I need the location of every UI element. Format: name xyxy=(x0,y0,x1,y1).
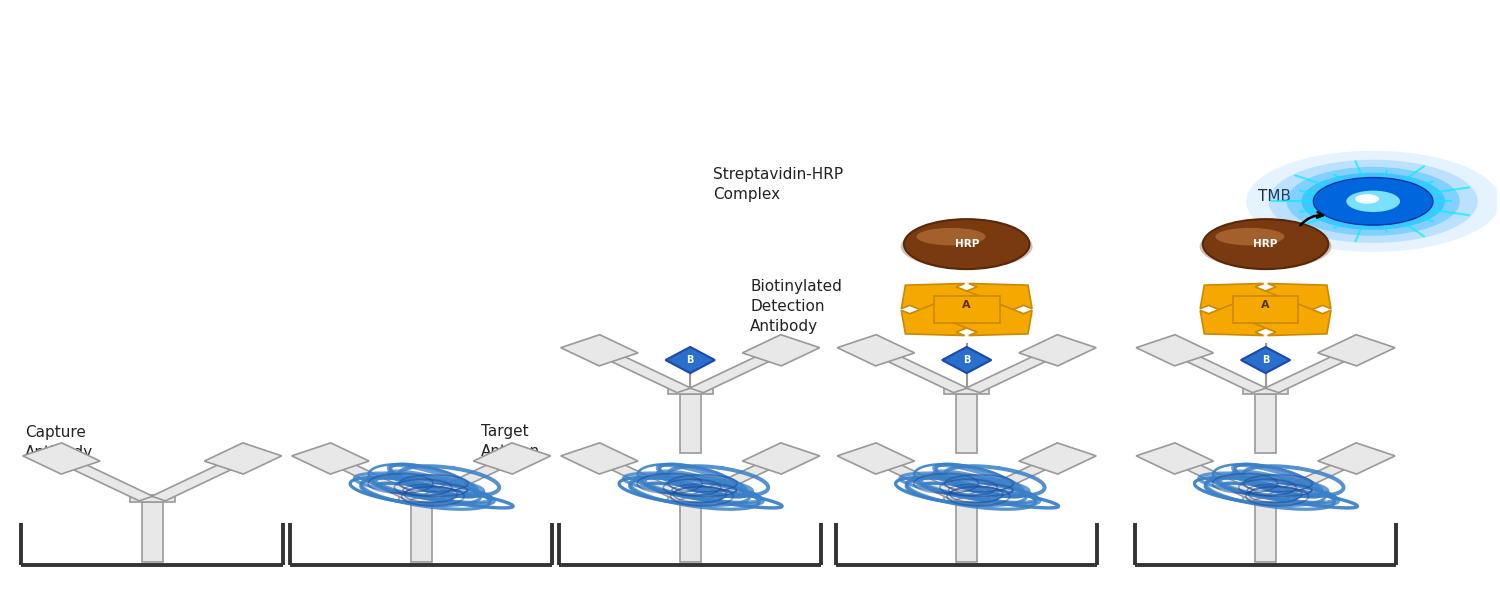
Polygon shape xyxy=(742,443,819,474)
Polygon shape xyxy=(1184,463,1266,501)
Polygon shape xyxy=(1019,443,1096,474)
Bar xyxy=(1256,502,1276,562)
Polygon shape xyxy=(1200,300,1288,335)
Text: HRP: HRP xyxy=(954,239,980,249)
Text: TMB: TMB xyxy=(1258,189,1292,204)
Polygon shape xyxy=(561,443,638,474)
Polygon shape xyxy=(152,463,234,501)
Polygon shape xyxy=(885,355,968,392)
Polygon shape xyxy=(837,335,915,366)
Polygon shape xyxy=(561,335,638,366)
Polygon shape xyxy=(1184,355,1266,392)
Polygon shape xyxy=(339,463,422,501)
Polygon shape xyxy=(1242,300,1330,335)
Bar xyxy=(934,296,999,323)
Bar xyxy=(945,387,988,394)
Text: Biotinylated
Detection
Antibody: Biotinylated Detection Antibody xyxy=(750,279,842,334)
Text: Capture
Antibody: Capture Antibody xyxy=(26,425,93,460)
Polygon shape xyxy=(1242,283,1330,319)
Circle shape xyxy=(904,219,1029,269)
Circle shape xyxy=(1269,160,1478,243)
Polygon shape xyxy=(966,463,1048,501)
Circle shape xyxy=(1302,173,1444,230)
Polygon shape xyxy=(837,443,915,474)
Bar xyxy=(680,394,700,454)
Polygon shape xyxy=(690,463,772,501)
Bar xyxy=(1256,394,1276,454)
Circle shape xyxy=(1354,194,1378,204)
Bar xyxy=(680,502,700,562)
Bar xyxy=(668,495,712,502)
Polygon shape xyxy=(944,300,1032,335)
Text: A: A xyxy=(1262,300,1270,310)
Text: B: B xyxy=(1262,355,1269,365)
Circle shape xyxy=(1287,167,1460,236)
Polygon shape xyxy=(966,355,1048,392)
Text: HRP: HRP xyxy=(1254,239,1278,249)
Polygon shape xyxy=(70,463,153,501)
Polygon shape xyxy=(742,335,819,366)
Circle shape xyxy=(1246,151,1500,252)
Bar xyxy=(1233,296,1299,323)
Circle shape xyxy=(1203,219,1329,269)
Bar xyxy=(130,495,174,502)
Bar xyxy=(1244,387,1288,394)
Polygon shape xyxy=(1136,443,1214,474)
Circle shape xyxy=(1347,191,1400,212)
Polygon shape xyxy=(1019,335,1096,366)
Polygon shape xyxy=(1317,335,1395,366)
Polygon shape xyxy=(942,347,992,373)
Polygon shape xyxy=(1240,347,1290,373)
Polygon shape xyxy=(1264,355,1348,392)
Polygon shape xyxy=(204,443,282,474)
Bar xyxy=(956,502,976,562)
Bar xyxy=(956,394,976,454)
Polygon shape xyxy=(474,443,550,474)
Polygon shape xyxy=(22,443,100,474)
Text: B: B xyxy=(963,355,970,365)
Polygon shape xyxy=(902,300,990,335)
Polygon shape xyxy=(1317,443,1395,474)
Text: Target
Antigen: Target Antigen xyxy=(482,424,540,459)
Text: A: A xyxy=(963,300,970,310)
Text: Streptavidin-HRP
Complex: Streptavidin-HRP Complex xyxy=(712,167,843,202)
Polygon shape xyxy=(420,463,504,501)
Polygon shape xyxy=(608,355,692,392)
Polygon shape xyxy=(1200,283,1288,319)
Text: B: B xyxy=(687,355,694,365)
Ellipse shape xyxy=(902,224,1032,269)
Bar xyxy=(399,495,444,502)
Polygon shape xyxy=(902,283,990,319)
Ellipse shape xyxy=(1200,224,1332,269)
Circle shape xyxy=(1314,178,1432,225)
Bar xyxy=(411,502,432,562)
Polygon shape xyxy=(944,283,1032,319)
Polygon shape xyxy=(608,463,692,501)
Polygon shape xyxy=(885,463,968,501)
Polygon shape xyxy=(1264,463,1348,501)
Bar xyxy=(142,502,162,562)
Polygon shape xyxy=(1136,335,1214,366)
Polygon shape xyxy=(690,355,772,392)
Bar xyxy=(945,495,988,502)
Polygon shape xyxy=(666,347,716,373)
Ellipse shape xyxy=(1215,228,1284,245)
Bar xyxy=(1244,495,1288,502)
Bar xyxy=(668,387,712,394)
Ellipse shape xyxy=(916,228,986,245)
Polygon shape xyxy=(291,443,369,474)
